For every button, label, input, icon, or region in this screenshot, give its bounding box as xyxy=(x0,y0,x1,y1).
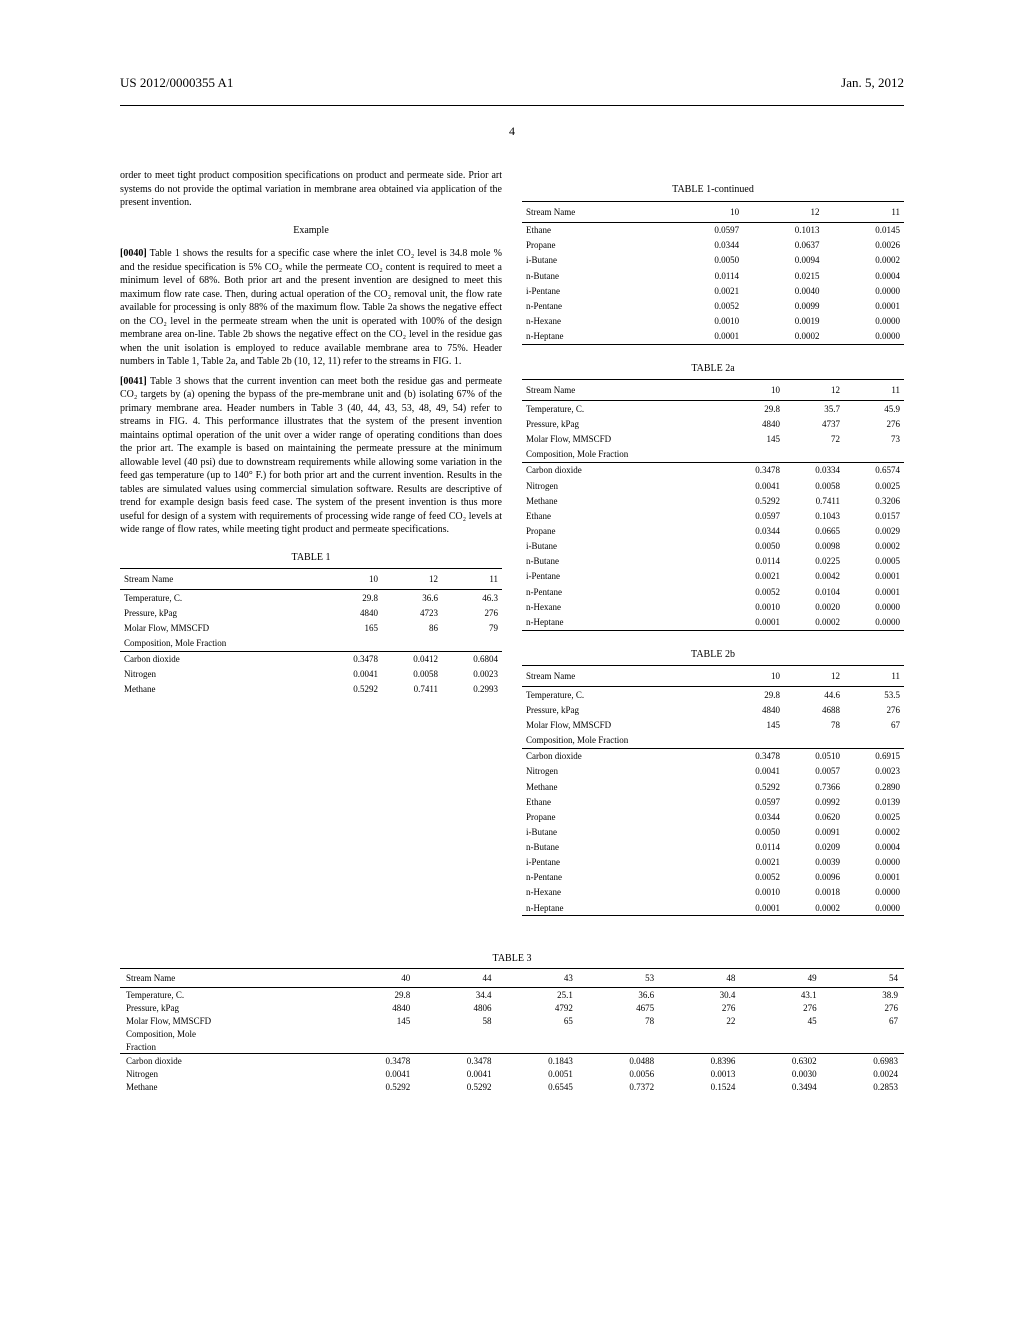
table-row: Temperature, C.29.835.745.9 xyxy=(522,401,904,417)
publication-date: Jan. 5, 2012 xyxy=(841,75,904,91)
para-0041: [0041] Table 3 shows that the current in… xyxy=(120,375,502,537)
table-row: n-Butane0.01140.02090.0004 xyxy=(522,840,904,855)
table-3-wrapper: TABLE 3 Stream Name40444353484954 Temper… xyxy=(0,919,1024,1093)
page-header: US 2012/0000355 A1 Jan. 5, 2012 xyxy=(0,0,1024,101)
table-row: n-Heptane0.00010.00020.0000 xyxy=(522,614,904,630)
table-row: n-Heptane0.00010.00020.0000 xyxy=(522,329,904,345)
table-2a: Stream Name101211 Temperature, C.29.835.… xyxy=(522,379,904,633)
table-row: Temperature, C.29.836.646.3 xyxy=(120,590,502,606)
para-0040: [0040] Table 1 shows the results for a s… xyxy=(120,247,502,369)
table-2a-title: TABLE 2a xyxy=(522,362,904,376)
table-row: Carbon dioxide0.34780.03340.6574 xyxy=(522,462,904,478)
table-1-title: TABLE 1 xyxy=(120,551,502,565)
table-row: Composition, Mole Fraction xyxy=(120,636,502,652)
table-row: Molar Flow, MMSCFD145586578224567 xyxy=(120,1014,904,1027)
table-row: Propane0.03440.06200.0025 xyxy=(522,809,904,824)
table-row: n-Heptane0.00010.00020.0000 xyxy=(522,900,904,916)
table-row: i-Butane0.00500.00910.0002 xyxy=(522,824,904,839)
table-row: Ethane0.05970.10430.0157 xyxy=(522,508,904,523)
table-row: n-Hexane0.00100.00190.0000 xyxy=(522,313,904,328)
table-row: Composition, Mole xyxy=(120,1027,904,1040)
table-row: n-Butane0.01140.02250.0005 xyxy=(522,554,904,569)
table-1c-title: TABLE 1-continued xyxy=(522,183,904,197)
page-number: 4 xyxy=(0,124,1024,139)
table-row: Propane0.03440.06370.0026 xyxy=(522,238,904,253)
table-row: n-Pentane0.00520.00960.0001 xyxy=(522,870,904,885)
table-row: Pressure, kPag48404723276 xyxy=(120,605,502,620)
table-row: Temperature, C.29.834.425.136.630.443.13… xyxy=(120,988,904,1002)
table-row: n-Hexane0.00100.00180.0000 xyxy=(522,885,904,900)
table-row: Methane0.52920.73660.2890 xyxy=(522,779,904,794)
left-column: order to meet tight product composition … xyxy=(120,169,502,919)
table-3: Stream Name40444353484954 Temperature, C… xyxy=(120,968,904,1093)
table-1-continued: Stream Name101211 Ethane0.05970.10130.01… xyxy=(522,201,904,348)
right-column: TABLE 1-continued Stream Name101211 Etha… xyxy=(522,169,904,919)
table-row: n-Pentane0.00520.01040.0001 xyxy=(522,584,904,599)
table-row: Methane0.52920.52920.65450.73720.15240.3… xyxy=(120,1080,904,1093)
table-row: Molar Flow, MMSCFD1658679 xyxy=(120,620,502,635)
publication-number: US 2012/0000355 A1 xyxy=(120,75,233,91)
table-row: i-Pentane0.00210.00390.0000 xyxy=(522,855,904,870)
table-row: Propane0.03440.06650.0029 xyxy=(522,524,904,539)
table-row: Nitrogen0.00410.00580.0023 xyxy=(120,667,502,682)
table-row: n-Butane0.01140.02150.0004 xyxy=(522,268,904,283)
header-rule xyxy=(120,105,904,106)
table-row: Ethane0.05970.10130.0145 xyxy=(522,222,904,238)
table-row: Carbon dioxide0.34780.34780.18430.04880.… xyxy=(120,1054,904,1068)
table-row: Methane0.52920.74110.2993 xyxy=(120,682,502,697)
table-row: i-Pentane0.00210.00420.0001 xyxy=(522,569,904,584)
table-2b: Stream Name101211 Temperature, C.29.844.… xyxy=(522,665,904,919)
table-1: Stream Name101211 Temperature, C.29.836.… xyxy=(120,568,502,697)
table-row: n-Hexane0.00100.00200.0000 xyxy=(522,599,904,614)
table-row: i-Pentane0.00210.00400.0000 xyxy=(522,283,904,298)
table-row: Temperature, C.29.844.653.5 xyxy=(522,687,904,703)
table-row: Carbon dioxide0.34780.04120.6804 xyxy=(120,651,502,667)
table-row: Pressure, kPag48404688276 xyxy=(522,702,904,717)
table-row: Carbon dioxide0.34780.05100.6915 xyxy=(522,748,904,764)
table-row: Methane0.52920.74110.3206 xyxy=(522,493,904,508)
table-row: Pressure, kPag48404737276 xyxy=(522,417,904,432)
table-row: Nitrogen0.00410.00410.00510.00560.00130.… xyxy=(120,1067,904,1080)
para-intro: order to meet tight product composition … xyxy=(120,169,502,210)
table-row: Molar Flow, MMSCFD1457273 xyxy=(522,432,904,447)
table-row: Composition, Mole Fraction xyxy=(522,447,904,463)
example-heading: Example xyxy=(120,224,502,238)
table-row: i-Butane0.00500.00940.0002 xyxy=(522,253,904,268)
table-2b-title: TABLE 2b xyxy=(522,648,904,662)
table-row: n-Pentane0.00520.00990.0001 xyxy=(522,298,904,313)
table-row: Molar Flow, MMSCFD1457867 xyxy=(522,717,904,732)
two-column-body: order to meet tight product composition … xyxy=(0,139,1024,919)
table-3-title: TABLE 3 xyxy=(120,953,904,964)
table-row: Nitrogen0.00410.00580.0025 xyxy=(522,478,904,493)
table-row: Ethane0.05970.09920.0139 xyxy=(522,794,904,809)
table-row: Nitrogen0.00410.00570.0023 xyxy=(522,764,904,779)
table-row: Fraction xyxy=(120,1040,904,1054)
table-row: Pressure, kPag4840480647924675276276276 xyxy=(120,1001,904,1014)
table-row: Composition, Mole Fraction xyxy=(522,733,904,749)
table-row: i-Butane0.00500.00980.0002 xyxy=(522,539,904,554)
